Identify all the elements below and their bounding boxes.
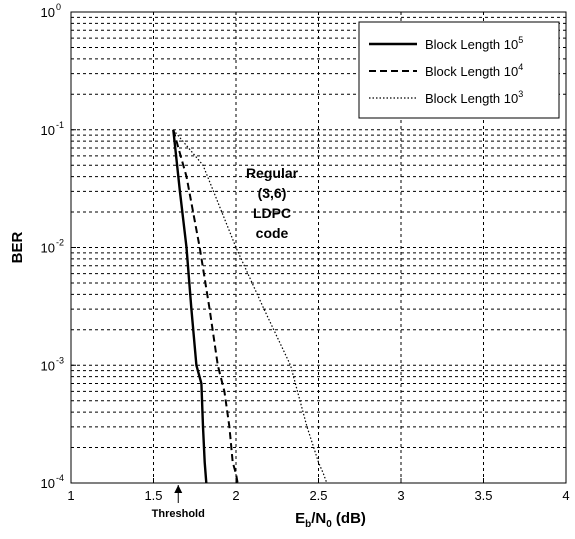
legend: Block Length 105 Block Length 104 Block Le… bbox=[358, 21, 560, 119]
legend-label-2: Block Length 104 bbox=[425, 62, 523, 79]
y-tick-label: 10 bbox=[41, 476, 55, 491]
x-tick-label: 3 bbox=[397, 488, 404, 503]
y-tick-exponent: 0 bbox=[56, 2, 61, 12]
region-label-line: (3,6) bbox=[258, 185, 287, 201]
legend-label-exponent: 4 bbox=[518, 62, 523, 72]
x-tick-label: 1 bbox=[67, 488, 74, 503]
region-label-line: LDPC bbox=[253, 205, 291, 221]
region-annotation: Regular (3,6) LDPC code bbox=[246, 165, 299, 241]
x-axis-label-main: E bbox=[295, 510, 305, 527]
x-tick-label: 4 bbox=[562, 488, 569, 503]
region-label-line: code bbox=[256, 225, 289, 241]
legend-label-1: Block Length 105 bbox=[425, 35, 523, 52]
y-tick-label: 10 bbox=[41, 241, 55, 256]
x-axis-label: Eb/N0 (dB) bbox=[295, 510, 366, 530]
y-tick-exponent: -4 bbox=[56, 473, 64, 483]
plot-frame bbox=[70, 11, 567, 484]
y-tick-label: 10 bbox=[41, 5, 55, 20]
x-axis-label-mid: /N bbox=[311, 510, 326, 527]
y-tick-exponent: -2 bbox=[56, 238, 64, 248]
y-tick-label: 10 bbox=[41, 358, 55, 373]
legend-label-exponent: 3 bbox=[518, 89, 523, 99]
legend-label-3: Block Length 103 bbox=[425, 89, 523, 106]
series-line-2 bbox=[172, 129, 239, 484]
y-tick-exponent: -1 bbox=[56, 120, 64, 130]
x-tick-label: 1.5 bbox=[144, 488, 162, 503]
series-line-1 bbox=[172, 129, 208, 484]
series-lines bbox=[172, 129, 328, 484]
x-tick-label: 3.5 bbox=[474, 488, 492, 503]
series-line-3 bbox=[172, 129, 328, 484]
grid-lines bbox=[71, 12, 566, 483]
y-axis-label: BER bbox=[9, 231, 26, 263]
threshold-label: Threshold bbox=[152, 508, 205, 520]
threshold-arrow-head bbox=[174, 485, 183, 493]
threshold-marker: Threshold bbox=[152, 485, 205, 520]
y-tick-label: 10 bbox=[41, 123, 55, 138]
x-tick-label: 2.5 bbox=[309, 488, 327, 503]
x-axis-label-rest: (dB) bbox=[332, 510, 366, 527]
legend-label-exponent: 5 bbox=[518, 35, 523, 45]
x-tick-label: 2 bbox=[232, 488, 239, 503]
x-axis-label-sub-b: b bbox=[305, 519, 311, 530]
region-label-line: Regular bbox=[246, 165, 299, 181]
y-tick-exponent: -3 bbox=[56, 355, 64, 365]
x-axis-label-sub-0: 0 bbox=[326, 519, 332, 530]
